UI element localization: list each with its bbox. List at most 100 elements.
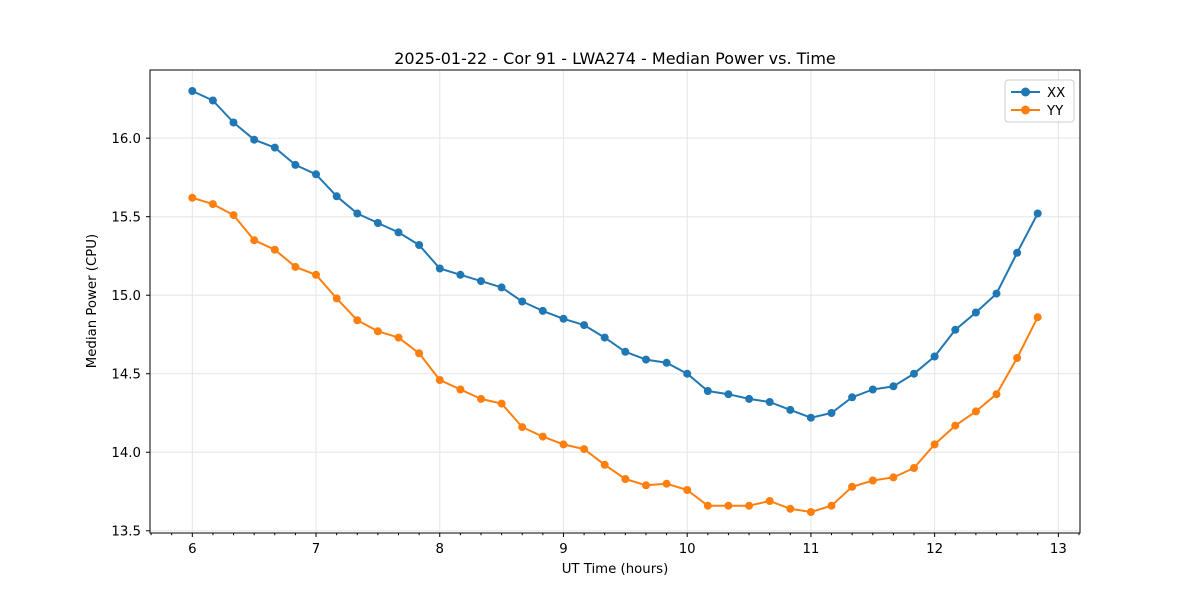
data-point bbox=[910, 369, 918, 378]
data-point bbox=[662, 358, 671, 367]
data-point bbox=[580, 321, 589, 330]
data-point bbox=[250, 236, 259, 245]
data-point bbox=[1013, 354, 1022, 362]
data-point bbox=[518, 297, 527, 306]
data-point bbox=[992, 390, 1001, 399]
x-tick-label: 13 bbox=[1050, 542, 1067, 557]
data-point bbox=[765, 398, 774, 406]
series-line bbox=[191, 196, 1039, 513]
data-point bbox=[229, 211, 238, 220]
data-point bbox=[373, 219, 382, 227]
data-point bbox=[208, 200, 217, 209]
y-tick-label: 15.0 bbox=[111, 289, 141, 304]
x-axis-label: UT Time (hours) bbox=[562, 562, 669, 577]
data-point bbox=[910, 464, 918, 472]
data-point bbox=[270, 245, 279, 254]
axes-spines bbox=[149, 69, 1081, 534]
data-point bbox=[703, 501, 712, 510]
series-line bbox=[191, 90, 1039, 419]
data-point bbox=[848, 482, 857, 491]
x-tick-label: 6 bbox=[188, 542, 196, 557]
data-point bbox=[559, 440, 568, 449]
data-point bbox=[724, 501, 733, 510]
data-point bbox=[456, 270, 465, 279]
data-point bbox=[332, 294, 341, 303]
series-xx bbox=[188, 87, 1042, 422]
data-point bbox=[250, 135, 259, 144]
legend-label: XX bbox=[1047, 86, 1065, 101]
data-point bbox=[827, 501, 836, 510]
data-point bbox=[1033, 313, 1042, 322]
plot-area: 6 7 8 9 10 11 12 13 13.5 14.0 14.5 15.0 15.5 16.0 XX YY bbox=[111, 69, 1081, 557]
legend-marker bbox=[1021, 105, 1030, 115]
data-point bbox=[188, 87, 197, 95]
data-point bbox=[559, 314, 568, 323]
axis-ticks bbox=[146, 137, 1080, 537]
data-point bbox=[538, 306, 547, 315]
data-point bbox=[889, 382, 898, 391]
legend-label: YY bbox=[1046, 104, 1064, 119]
data-point bbox=[848, 393, 857, 402]
data-point bbox=[477, 277, 485, 286]
data-point bbox=[683, 486, 692, 494]
data-point bbox=[703, 387, 712, 395]
data-point bbox=[745, 501, 754, 510]
data-point bbox=[600, 460, 609, 469]
data-point bbox=[827, 409, 836, 417]
data-point bbox=[291, 160, 300, 169]
data-point bbox=[312, 170, 320, 179]
data-point bbox=[188, 193, 197, 202]
data-point bbox=[1013, 248, 1022, 257]
data-point bbox=[806, 508, 815, 516]
x-tick-label: 9 bbox=[559, 542, 567, 557]
chart-title: 2025-01-22 - Cor 91 - LWA274 - Median Po… bbox=[394, 49, 836, 68]
data-point bbox=[332, 192, 341, 201]
data-point bbox=[951, 421, 960, 430]
legend-item-yy: YY bbox=[1011, 104, 1064, 119]
y-tick-label: 16.0 bbox=[111, 132, 141, 147]
legend: XX YY bbox=[1004, 79, 1075, 123]
data-point bbox=[415, 349, 424, 358]
data-point bbox=[971, 407, 980, 416]
data-point bbox=[208, 96, 217, 105]
x-tick-label: 12 bbox=[926, 542, 943, 557]
data-point bbox=[435, 376, 444, 384]
data-point bbox=[951, 325, 960, 334]
data-point bbox=[786, 405, 795, 414]
data-point bbox=[477, 394, 485, 403]
series-yy bbox=[188, 193, 1042, 516]
y-tick-label: 14.5 bbox=[111, 368, 141, 383]
x-tick-label: 7 bbox=[312, 542, 320, 557]
data-point bbox=[538, 432, 547, 441]
data-point bbox=[229, 118, 238, 127]
x-tick-label: 8 bbox=[436, 542, 444, 557]
data-point bbox=[786, 504, 795, 513]
legend-marker bbox=[1021, 87, 1030, 97]
data-point bbox=[291, 262, 300, 271]
data-point bbox=[373, 327, 382, 336]
data-point bbox=[765, 497, 774, 505]
data-point bbox=[580, 445, 589, 454]
data-point bbox=[497, 283, 506, 292]
data-point bbox=[353, 316, 362, 325]
grid-lines bbox=[150, 70, 1080, 533]
data-point bbox=[497, 399, 506, 408]
data-point bbox=[868, 476, 877, 485]
data-point bbox=[683, 369, 692, 378]
data-point bbox=[642, 481, 650, 490]
data-point bbox=[930, 352, 939, 361]
data-point bbox=[435, 264, 444, 273]
data-point bbox=[992, 289, 1001, 298]
y-axis-label: Median Power (CPU) bbox=[85, 234, 100, 368]
data-point bbox=[889, 473, 898, 482]
data-point bbox=[270, 143, 279, 152]
data-point bbox=[642, 355, 650, 364]
x-tick-label: 10 bbox=[679, 542, 696, 557]
data-point bbox=[930, 440, 939, 449]
data-point bbox=[621, 347, 630, 356]
y-tick-label: 15.5 bbox=[111, 210, 141, 225]
data-point bbox=[724, 390, 733, 399]
data-point bbox=[745, 394, 754, 403]
